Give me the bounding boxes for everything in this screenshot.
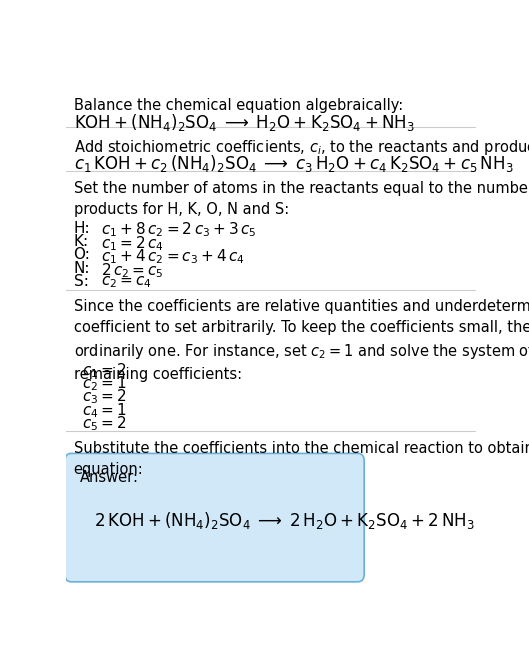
Text: $c_1 + 4\,c_2 = c_3 + 4\,c_4$: $c_1 + 4\,c_2 = c_3 + 4\,c_4$ — [101, 247, 245, 266]
Text: K:: K: — [74, 234, 89, 249]
Text: O:: O: — [74, 247, 90, 263]
Text: Add stoichiometric coefficients, $c_i$, to the reactants and products:: Add stoichiometric coefficients, $c_i$, … — [74, 137, 529, 157]
Text: Answer:: Answer: — [80, 470, 139, 486]
Text: H:: H: — [74, 221, 90, 235]
Text: Substitute the coefficients into the chemical reaction to obtain the balanced
eq: Substitute the coefficients into the che… — [74, 441, 529, 477]
Text: $\mathrm{KOH} + (\mathrm{NH_4})_2\mathrm{SO_4} \;\longrightarrow\; \mathrm{H_2O}: $\mathrm{KOH} + (\mathrm{NH_4})_2\mathrm… — [74, 112, 414, 133]
Text: N:: N: — [74, 261, 90, 276]
Text: $c_1 + 8\,c_2 = 2\,c_3 + 3\,c_5$: $c_1 + 8\,c_2 = 2\,c_3 + 3\,c_5$ — [101, 221, 257, 239]
Text: $2\,c_2 = c_5$: $2\,c_2 = c_5$ — [101, 261, 163, 279]
Text: Balance the chemical equation algebraically:: Balance the chemical equation algebraica… — [74, 98, 403, 113]
FancyBboxPatch shape — [65, 454, 364, 582]
Text: $c_4 = 1$: $c_4 = 1$ — [81, 401, 126, 420]
Text: Since the coefficients are relative quantities and underdetermined, choose a
coe: Since the coefficients are relative quan… — [74, 299, 529, 382]
Text: $2\,\mathrm{KOH} + (\mathrm{NH_4})_2\mathrm{SO_4} \;\longrightarrow\; 2\,\mathrm: $2\,\mathrm{KOH} + (\mathrm{NH_4})_2\mat… — [94, 510, 474, 531]
Text: $c_1\,\mathrm{KOH} + c_2\,(\mathrm{NH_4})_2\mathrm{SO_4} \;\longrightarrow\; c_3: $c_1\,\mathrm{KOH} + c_2\,(\mathrm{NH_4}… — [74, 153, 513, 174]
Text: $c_5 = 2$: $c_5 = 2$ — [81, 414, 126, 433]
Text: S:: S: — [74, 274, 88, 289]
Text: $c_1 = 2\,c_4$: $c_1 = 2\,c_4$ — [101, 234, 164, 253]
Text: $c_2 = c_4$: $c_2 = c_4$ — [101, 274, 152, 290]
Text: $c_2 = 1$: $c_2 = 1$ — [81, 374, 126, 393]
Text: $c_3 = 2$: $c_3 = 2$ — [81, 388, 126, 406]
Text: $c_1 = 2$: $c_1 = 2$ — [81, 361, 126, 380]
Text: Set the number of atoms in the reactants equal to the number of atoms in the
pro: Set the number of atoms in the reactants… — [74, 181, 529, 217]
